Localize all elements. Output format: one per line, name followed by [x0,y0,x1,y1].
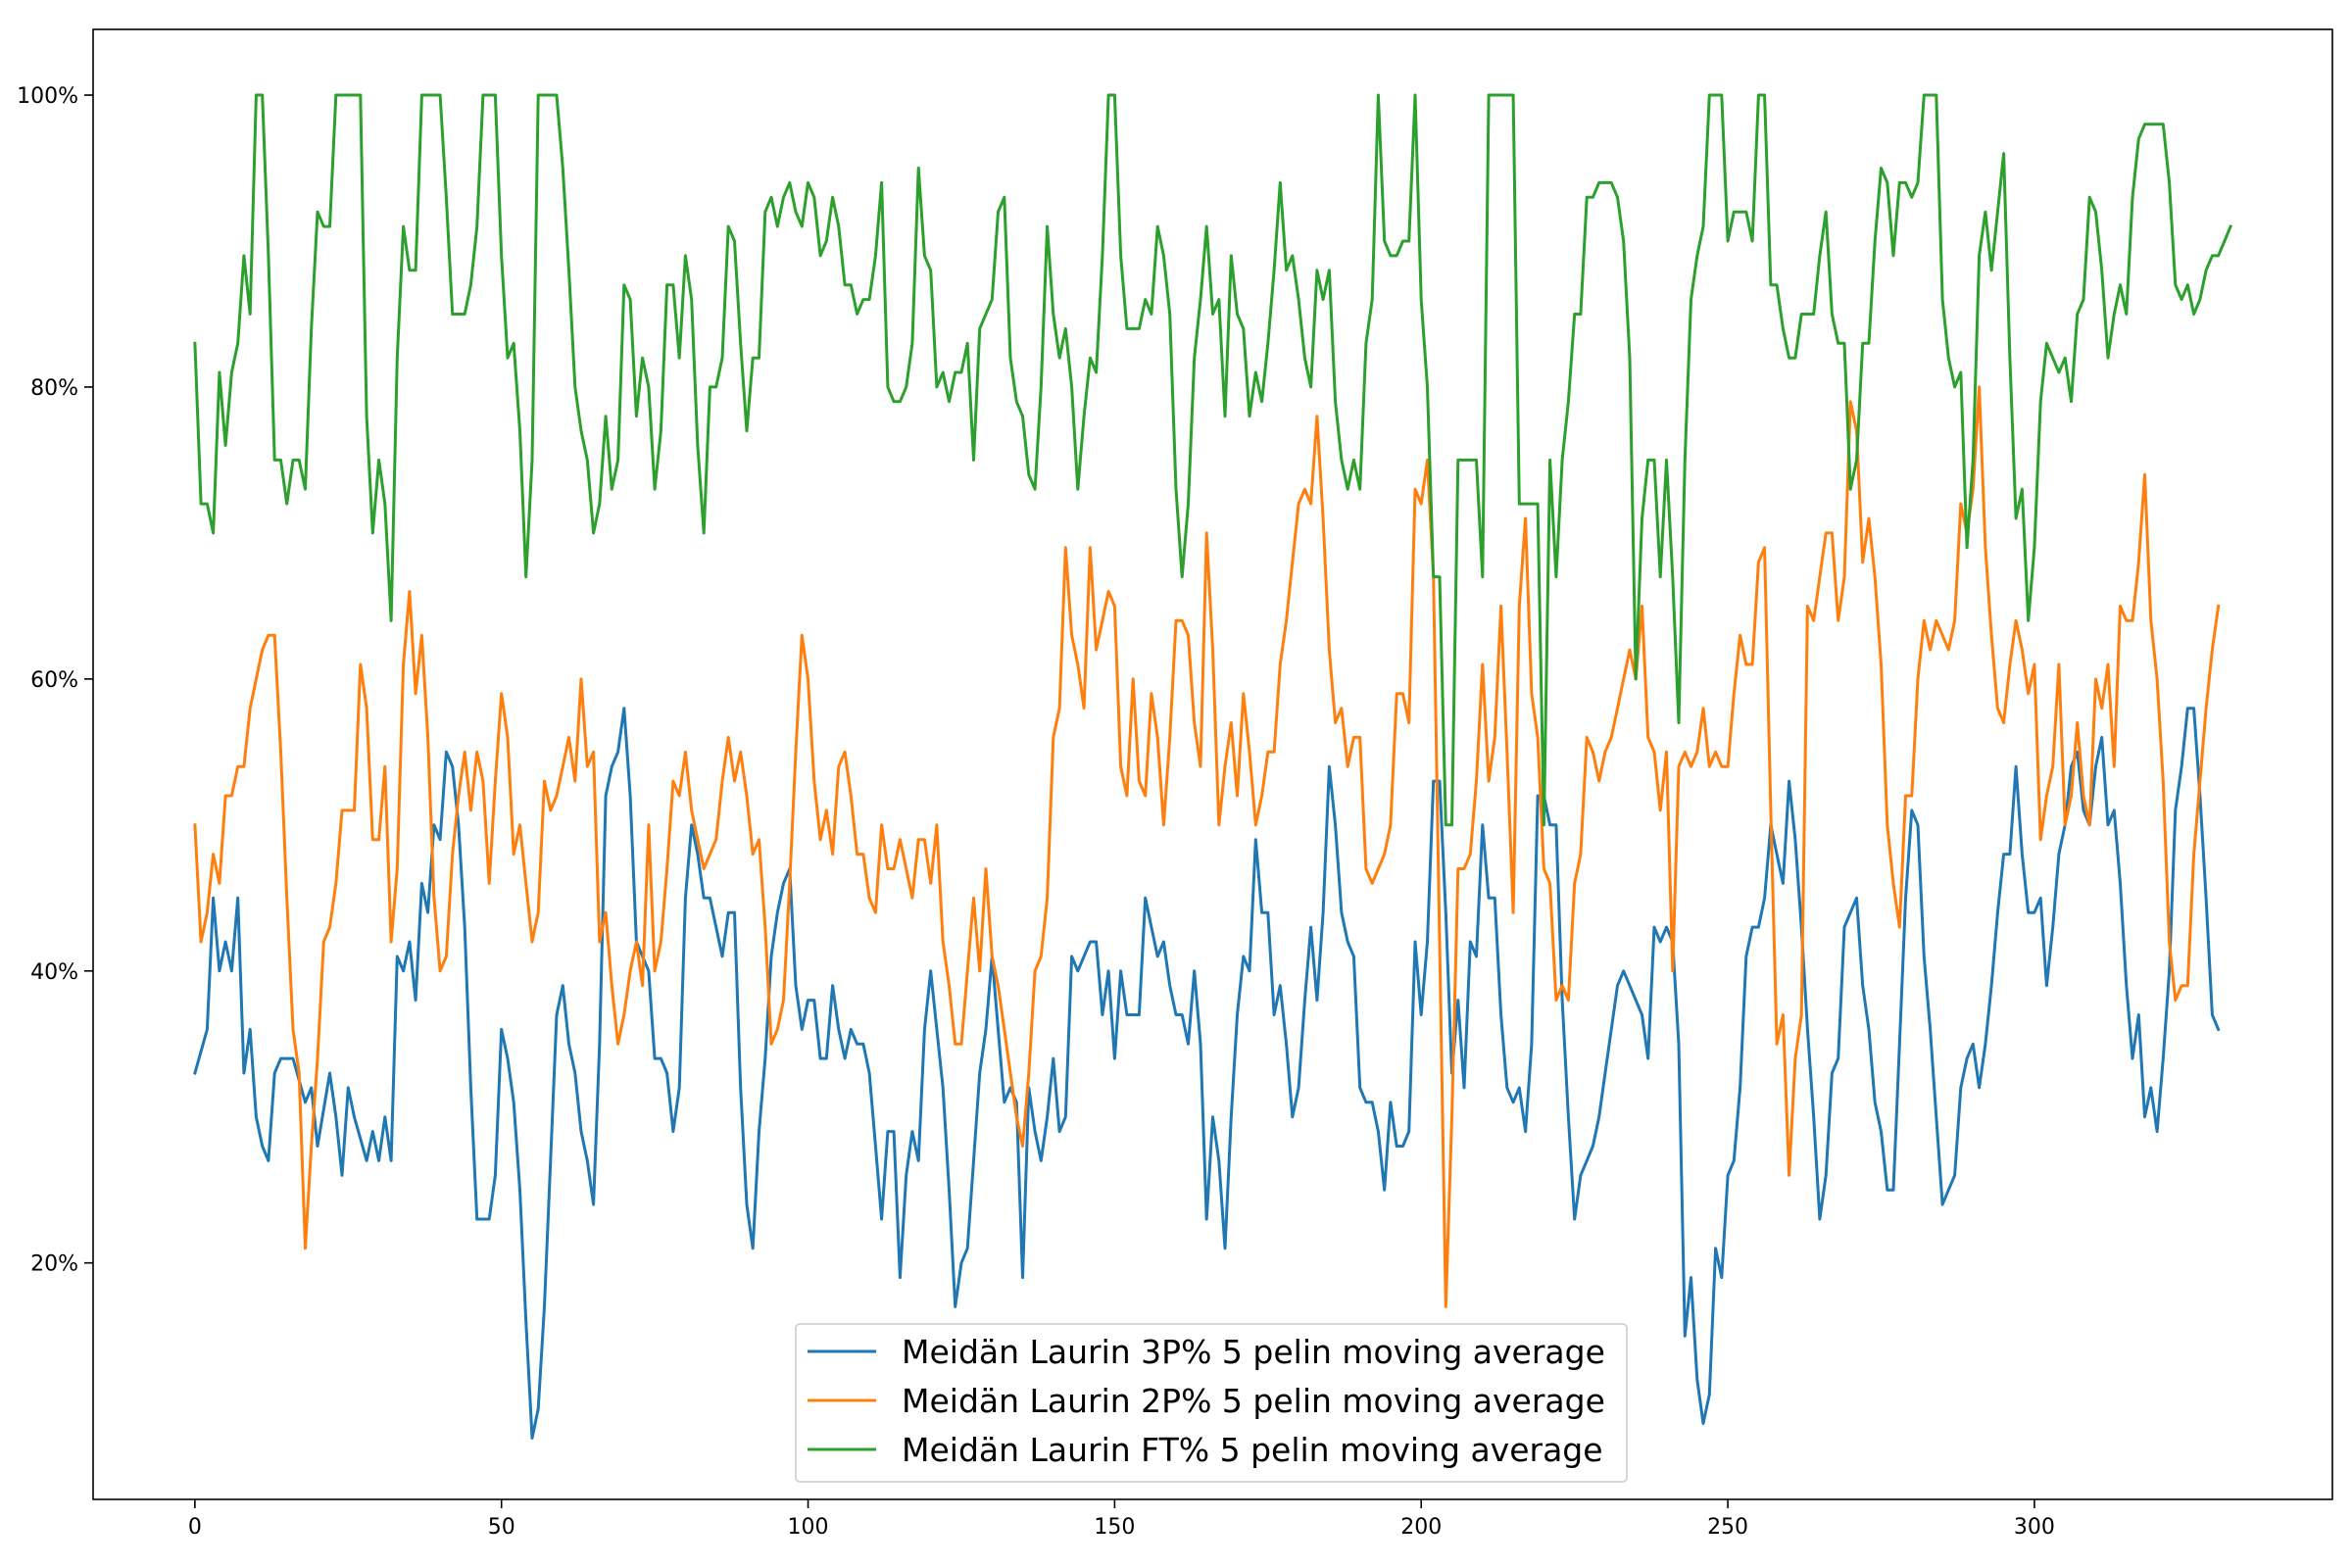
x-tick-label: 200 [1400,1515,1442,1540]
axes-frame [92,28,2333,1500]
legend-box [795,1323,1628,1483]
x-tick-label: 300 [2014,1515,2055,1540]
x-axis: 0 50 100 150 200 250 300 [188,1499,2055,1540]
x-tick-label: 50 [488,1515,515,1540]
x-tick-label: 250 [1707,1515,1748,1540]
x-tick-label: 0 [188,1515,202,1540]
series-line-0 [193,707,2221,1440]
legend-label-1: Meidän Laurin 2P% 5 pelin moving average [902,1382,1605,1420]
x-tick-label: 100 [788,1515,829,1540]
plot-lines [193,93,2233,1440]
y-tick-label: 60% [30,668,78,693]
y-tick-label: 40% [30,960,78,985]
x-tick-label: 150 [1094,1515,1135,1540]
y-tick-label: 100% [17,84,78,109]
y-tick-label: 80% [30,376,78,401]
y-tick-label: 20% [30,1252,78,1277]
legend-label-2: Meidän Laurin FT% 5 pelin moving average [902,1431,1603,1469]
y-axis: 20% 40% 60% 80% 100% [17,84,93,1277]
series-line-1 [193,385,2221,1308]
legend-label-0: Meidän Laurin 3P% 5 pelin moving average [902,1333,1605,1371]
legend: Meidän Laurin 3P% 5 pelin moving average… [795,1323,1628,1483]
series-line-2 [193,93,2233,827]
